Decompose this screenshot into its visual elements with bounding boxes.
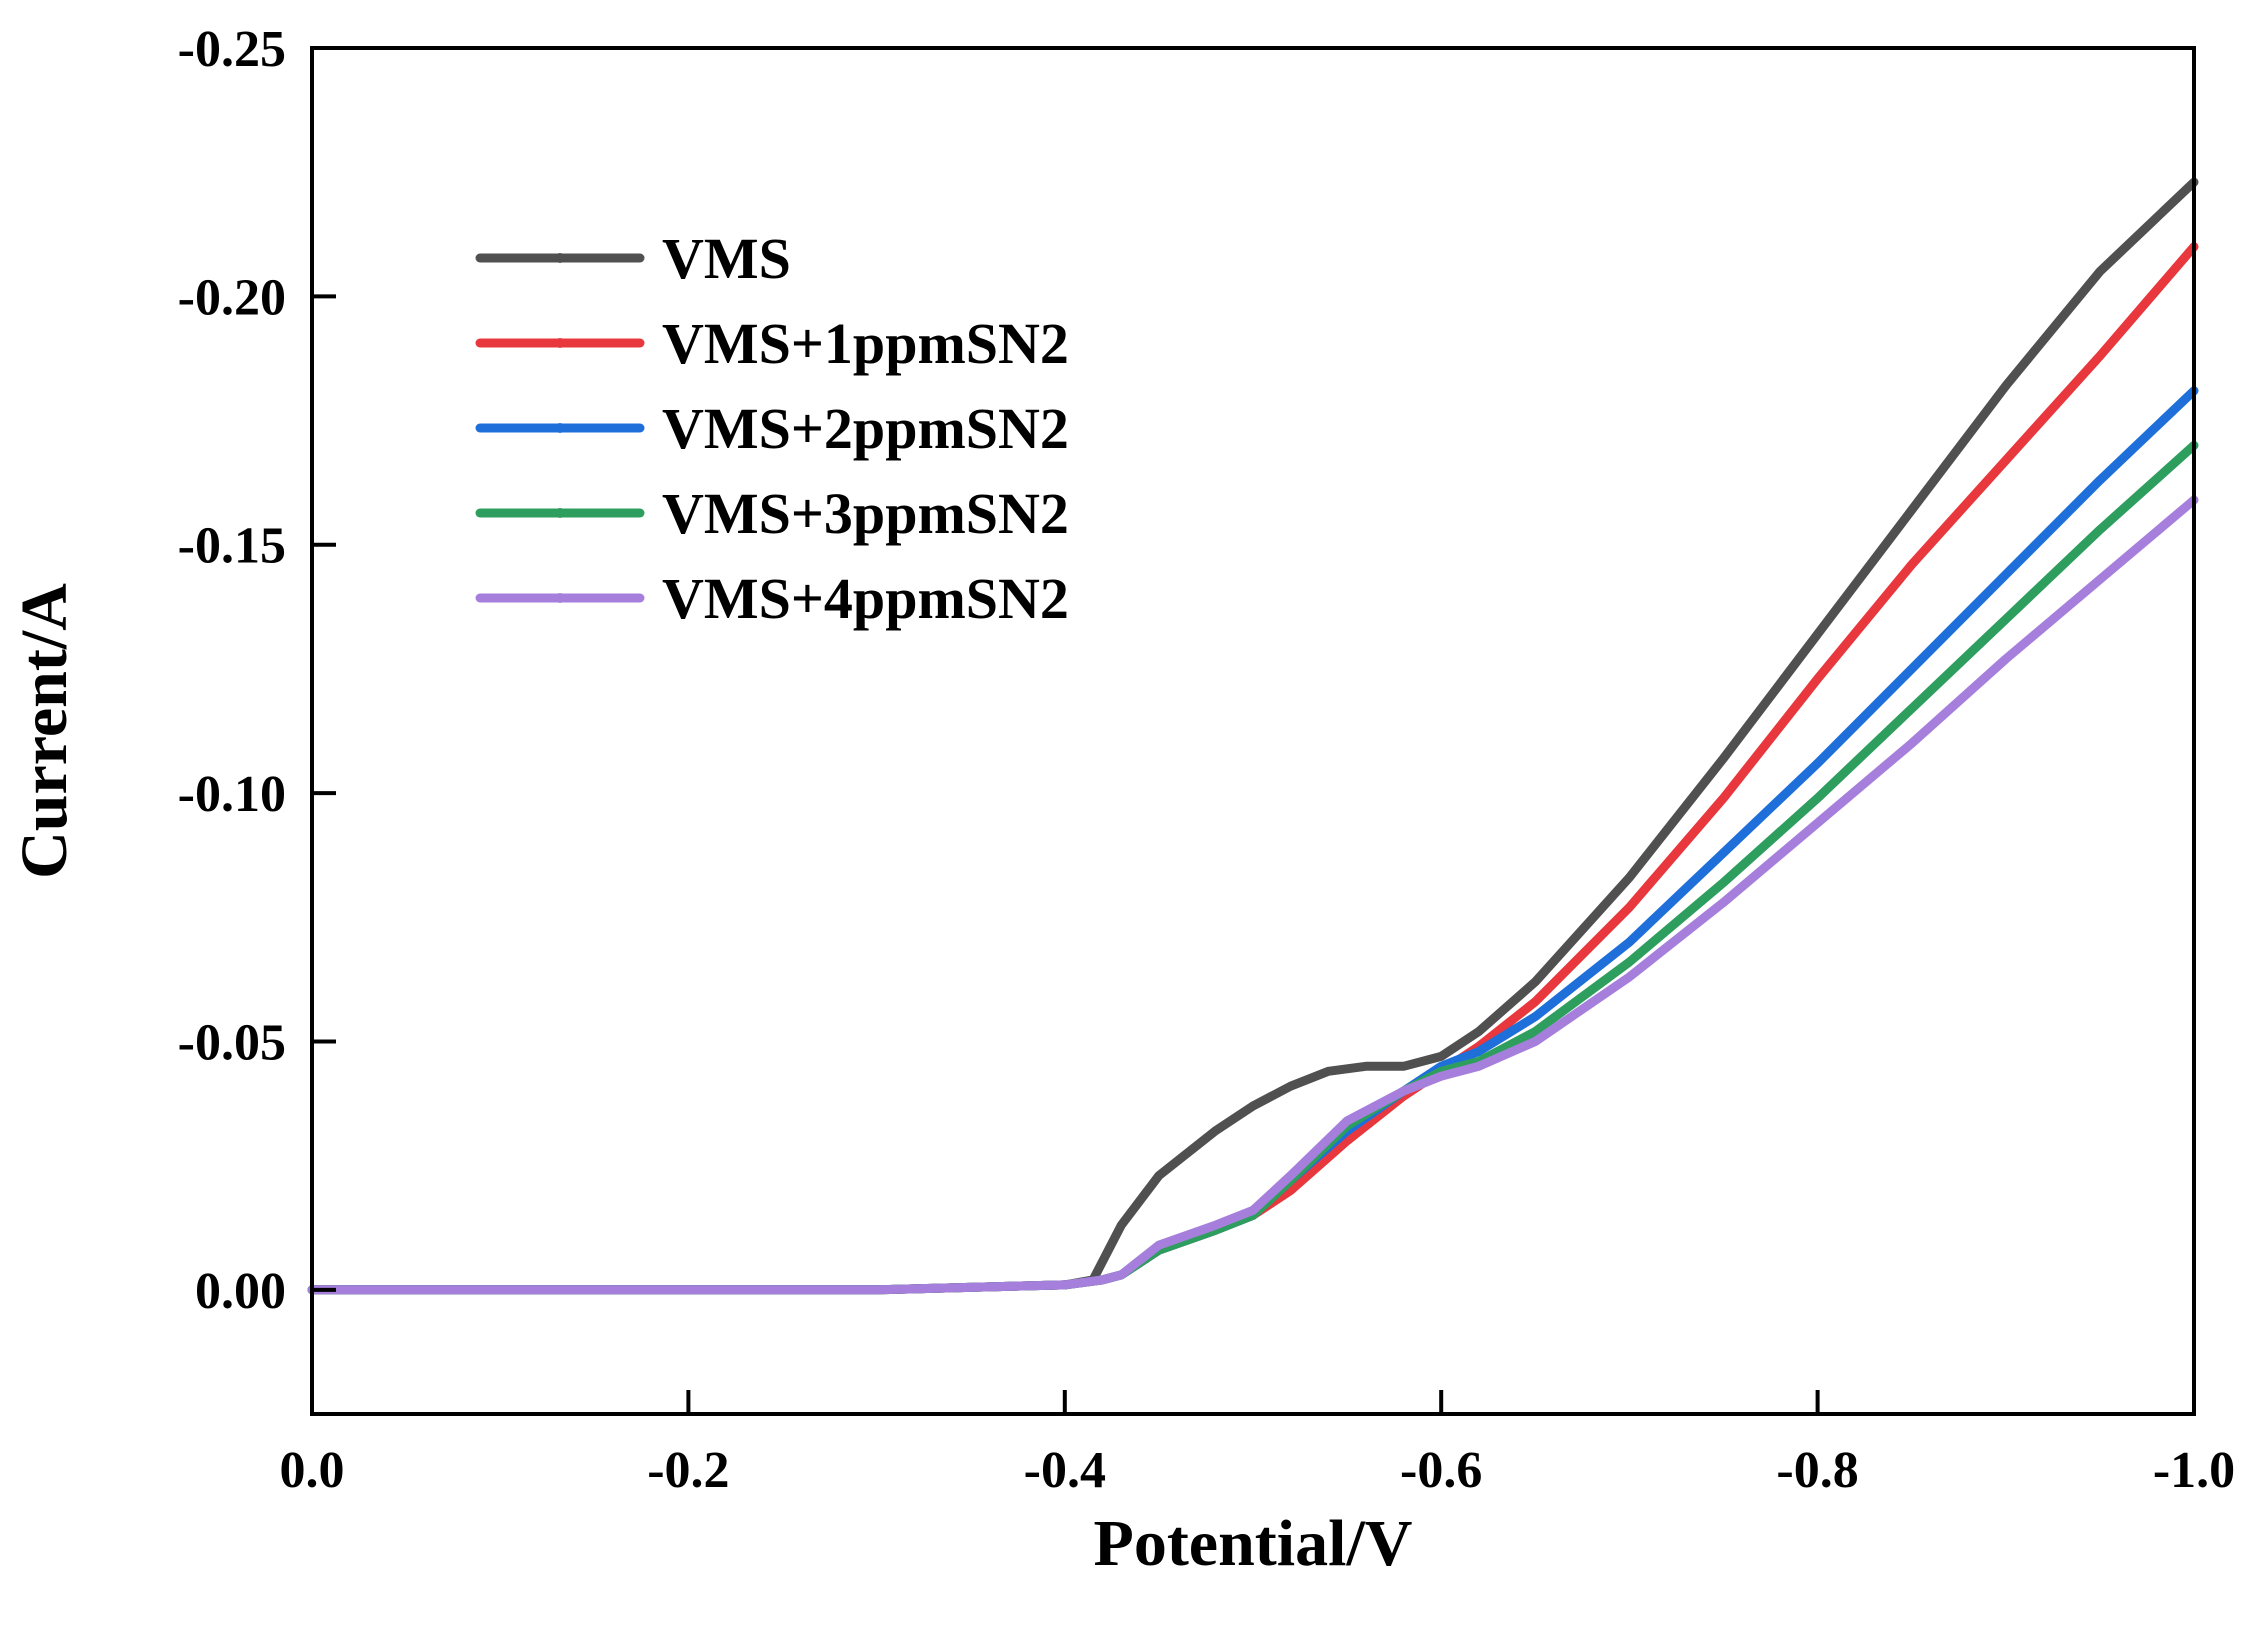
y-axis-label: Current/A xyxy=(8,583,81,879)
legend-label: VMS+2ppmSN2 xyxy=(662,396,1069,461)
legend-marker xyxy=(555,338,565,348)
axes-layer: 0.0 -0.2 -0.4 -0.6 -0.8 -1.0 -0.25 -0.20 -0.15 -0… xyxy=(178,21,2235,1499)
series-line xyxy=(307,495,2199,1295)
y-tick-label: -0.05 xyxy=(178,1014,286,1071)
series-line xyxy=(307,242,2199,1295)
y-tick-label: 0.00 xyxy=(195,1263,286,1320)
x-tick-label: -0.4 xyxy=(1024,1442,1106,1499)
y-tick-label: -0.20 xyxy=(178,269,286,326)
x-tick-label: -1.0 xyxy=(2153,1442,2235,1499)
x-tick-label: -0.6 xyxy=(1400,1442,1482,1499)
series-line xyxy=(307,440,2199,1295)
series-line xyxy=(307,177,2199,1295)
series-layer xyxy=(307,177,2199,1295)
legend-marker xyxy=(555,253,565,263)
y-tick-label: -0.25 xyxy=(178,21,286,78)
y-tick-label: -0.15 xyxy=(178,518,286,575)
x-axis-label: Potential/V xyxy=(1094,1507,1413,1580)
legend-label: VMS+1ppmSN2 xyxy=(662,311,1069,376)
legend: VMS VMS+1ppmSN2 VMS+2ppmSN2 VMS+3ppmSN2 VMS+… xyxy=(475,226,1069,631)
legend-marker xyxy=(555,593,565,603)
series-line xyxy=(307,386,2199,1295)
y-tick-label: -0.10 xyxy=(178,766,286,823)
plot-frame xyxy=(310,46,2196,1416)
x-tick-label: -0.2 xyxy=(647,1442,729,1499)
legend-label: VMS+3ppmSN2 xyxy=(662,481,1069,546)
legend-label: VMS xyxy=(662,226,791,291)
x-tick-label: -0.8 xyxy=(1776,1442,1858,1499)
legend-label: VMS+4ppmSN2 xyxy=(662,566,1069,631)
legend-marker xyxy=(555,423,565,433)
x-tick-label: 0.0 xyxy=(280,1442,345,1499)
legend-marker xyxy=(555,508,565,518)
